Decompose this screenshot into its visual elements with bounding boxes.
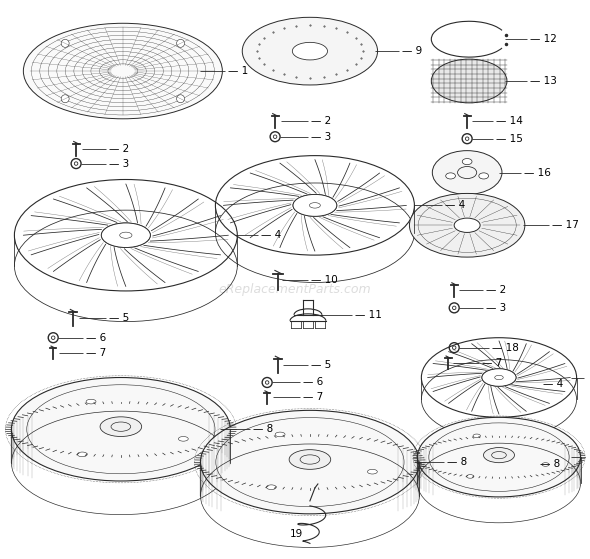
Text: — 13: — 13 (530, 76, 557, 86)
Text: — 3: — 3 (311, 132, 331, 142)
Ellipse shape (467, 475, 474, 478)
Text: — 5: — 5 (109, 313, 129, 323)
Ellipse shape (417, 418, 581, 497)
Ellipse shape (445, 173, 455, 179)
Ellipse shape (101, 223, 150, 248)
Text: — 1: — 1 (228, 66, 248, 76)
Text: — 3: — 3 (109, 159, 129, 169)
Ellipse shape (100, 417, 142, 437)
Text: — 17: — 17 (552, 220, 579, 230)
Ellipse shape (293, 195, 337, 216)
Text: — 7: — 7 (303, 392, 323, 402)
Text: — 8: — 8 (540, 459, 560, 469)
Text: — 4: — 4 (445, 200, 466, 210)
Text: — 6: — 6 (303, 377, 323, 387)
Ellipse shape (101, 223, 150, 248)
Ellipse shape (86, 399, 96, 404)
Circle shape (61, 95, 69, 103)
Text: — 18: — 18 (492, 343, 519, 353)
Ellipse shape (409, 193, 525, 257)
Text: 19: 19 (290, 529, 303, 539)
Ellipse shape (77, 452, 87, 457)
Ellipse shape (292, 42, 327, 60)
Circle shape (176, 39, 185, 48)
Text: — 4: — 4 (261, 230, 281, 240)
Ellipse shape (289, 449, 331, 470)
Text: — 15: — 15 (496, 134, 523, 144)
Ellipse shape (368, 470, 378, 474)
Text: — 12: — 12 (530, 34, 557, 44)
Ellipse shape (542, 463, 549, 466)
Text: — 8: — 8 (447, 457, 467, 467)
Text: — 9: — 9 (402, 46, 422, 56)
Ellipse shape (24, 23, 222, 119)
Ellipse shape (267, 485, 276, 490)
Text: eReplacementParts.com: eReplacementParts.com (219, 283, 371, 296)
Ellipse shape (473, 434, 480, 438)
Ellipse shape (275, 432, 285, 437)
Text: — 8: — 8 (253, 424, 273, 434)
Ellipse shape (432, 150, 502, 195)
Ellipse shape (462, 159, 472, 165)
Text: — 6: — 6 (86, 333, 106, 343)
Text: — 5: — 5 (311, 359, 331, 369)
Text: — 11: — 11 (355, 310, 382, 320)
Ellipse shape (482, 369, 516, 386)
Text: — 16: — 16 (524, 168, 550, 178)
Ellipse shape (201, 410, 419, 514)
Text: — 10: — 10 (311, 275, 337, 285)
Ellipse shape (11, 377, 230, 481)
Ellipse shape (178, 437, 188, 441)
Ellipse shape (242, 17, 378, 85)
Circle shape (61, 39, 69, 48)
Ellipse shape (454, 218, 480, 233)
Text: — 3: — 3 (486, 303, 506, 313)
Text: — 2: — 2 (311, 116, 331, 126)
Ellipse shape (479, 173, 489, 179)
Ellipse shape (482, 369, 516, 386)
Text: — 4: — 4 (543, 380, 563, 390)
Text: — 14: — 14 (496, 116, 523, 126)
Text: — 2: — 2 (486, 285, 506, 295)
Text: — 7: — 7 (86, 348, 106, 358)
Text: — 2: — 2 (109, 144, 129, 154)
Ellipse shape (431, 59, 507, 103)
Text: — 7: — 7 (482, 358, 502, 368)
Circle shape (176, 95, 185, 103)
Ellipse shape (483, 448, 514, 463)
Ellipse shape (293, 195, 337, 216)
